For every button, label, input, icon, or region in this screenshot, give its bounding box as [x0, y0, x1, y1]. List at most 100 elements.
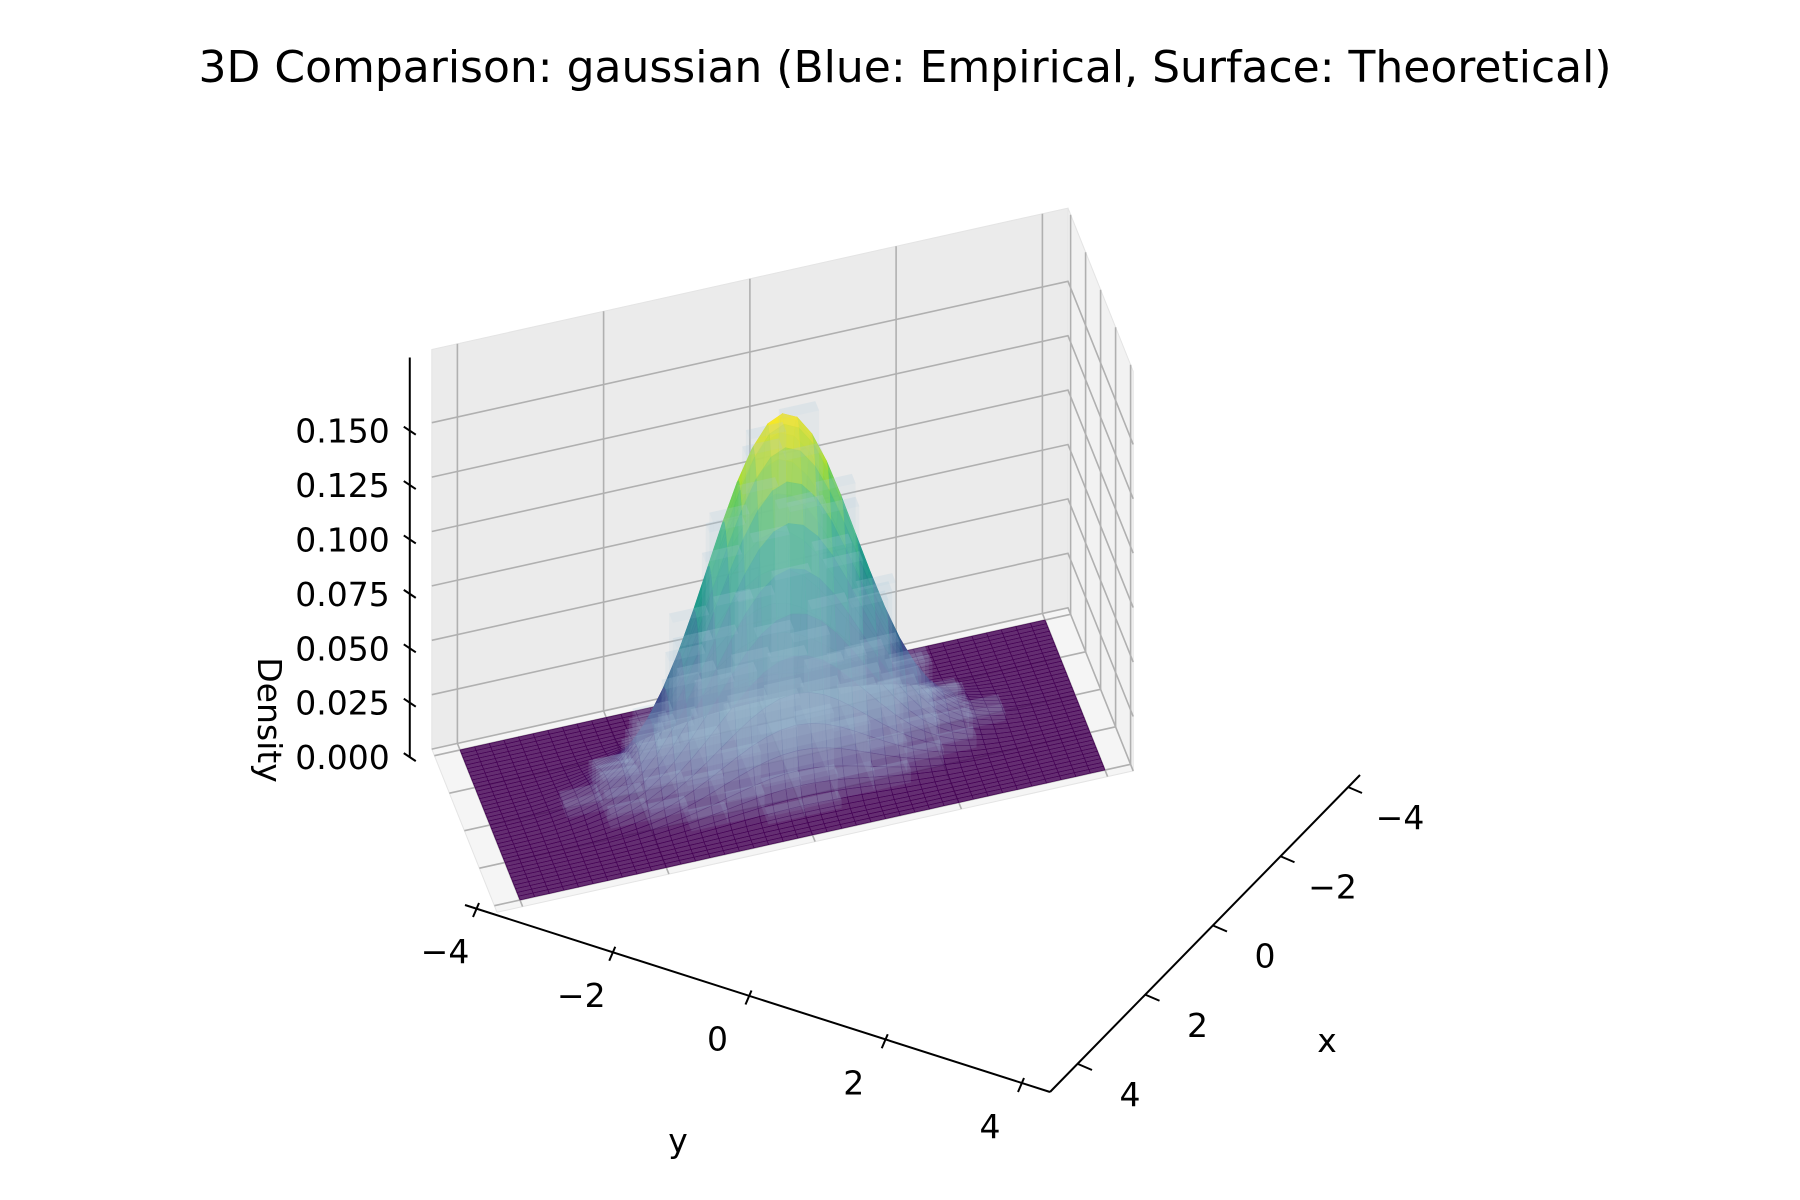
- empirical-bar: [566, 802, 604, 819]
- empirical-bar: [925, 689, 929, 728]
- empirical-bar: [665, 652, 670, 775]
- empirical-bar: [826, 560, 864, 771]
- empirical-bar: [727, 705, 764, 722]
- empirical-bar: [822, 551, 864, 569]
- empirical-bar: [716, 597, 754, 795]
- empirical-bar: [801, 790, 842, 809]
- empirical-bar: [727, 695, 731, 731]
- z-tick-label: 0.075: [295, 575, 389, 614]
- empirical-bar: [767, 686, 805, 723]
- empirical-bar: [610, 807, 648, 829]
- empirical-bar: [698, 681, 735, 749]
- empirical-bar: [763, 685, 768, 723]
- empirical-bar: [676, 639, 714, 794]
- empirical-bar: [965, 711, 970, 729]
- empirical-bar: [797, 712, 835, 798]
- empirical-bar: [672, 638, 677, 794]
- empirical-bar: [745, 447, 783, 769]
- x-axis-line: [1049, 774, 1361, 1093]
- empirical-bar: [698, 624, 739, 642]
- empirical-bar: [661, 715, 699, 757]
- empirical-bar: [874, 769, 911, 791]
- empirical-bar: [859, 632, 900, 650]
- empirical-bar: [709, 512, 714, 786]
- empirical-bar: [757, 629, 794, 797]
- z-tick: [403, 697, 417, 708]
- empirical-bar: [928, 694, 970, 712]
- empirical-bar: [851, 599, 889, 735]
- empirical-bar: [694, 710, 731, 739]
- y-tick: [608, 946, 617, 962]
- empirical-bar: [723, 703, 728, 722]
- empirical-bar: [628, 710, 670, 728]
- empirical-bar: [595, 766, 600, 801]
- empirical-bar: [888, 660, 925, 727]
- empirical-bar: [830, 714, 871, 732]
- empirical-bar: [819, 505, 823, 762]
- chart-title: 3D Comparison: gaussian (Blue: Empirical…: [198, 42, 1611, 93]
- empirical-bar: [928, 691, 966, 728]
- empirical-bar: [786, 502, 790, 779]
- y-axis-line: [464, 904, 1051, 1093]
- empirical-bar: [830, 722, 835, 790]
- empirical-bar: [763, 677, 805, 695]
- empirical-bar: [588, 760, 593, 782]
- empirical-bar: [599, 764, 640, 782]
- empirical-bar: [932, 714, 937, 747]
- empirical-bar: [730, 697, 768, 731]
- empirical-bar: [797, 764, 838, 782]
- empirical-bar: [753, 619, 794, 638]
- empirical-bar: [870, 759, 911, 778]
- empirical-bar: [654, 716, 695, 734]
- empirical-bar: [727, 687, 768, 706]
- empirical-bar: [607, 797, 648, 816]
- empirical-bar: [892, 662, 896, 745]
- empirical-bar: [899, 690, 937, 755]
- empirical-bar: [805, 800, 842, 817]
- empirical-bar: [680, 733, 685, 813]
- empirical-bar: [738, 594, 775, 750]
- empirical-bar: [651, 805, 688, 830]
- empirical-bar: [793, 703, 835, 721]
- empirical-bar: [903, 747, 908, 774]
- empirical-bar: [811, 541, 816, 743]
- empirical-bar: [840, 662, 881, 680]
- x-tick: [1145, 993, 1160, 1002]
- z-tick: [403, 589, 417, 599]
- empirical-bar: [793, 711, 798, 798]
- empirical-bar: [563, 792, 604, 811]
- empirical-bar: [932, 703, 970, 737]
- empirical-bar: [764, 799, 805, 817]
- empirical-bar: [855, 590, 893, 744]
- z-tick: [403, 534, 417, 545]
- empirical-bar: [592, 751, 633, 770]
- empirical-bar: [720, 671, 758, 805]
- z-tick-label: 0.025: [295, 684, 389, 723]
- empirical-bar: [643, 778, 648, 821]
- empirical-bar: [705, 554, 743, 767]
- empirical-bar: [713, 513, 750, 786]
- x-tick-label: −2: [1308, 867, 1357, 906]
- empirical-bar: [863, 677, 904, 695]
- empirical-bar: [895, 688, 900, 755]
- x-axis-label: x: [1317, 1021, 1337, 1060]
- empirical-bar: [822, 506, 860, 762]
- empirical-bar: [932, 706, 973, 725]
- empirical-bar: [921, 687, 958, 709]
- empirical-bar: [859, 582, 896, 754]
- empirical-bar: [888, 654, 893, 736]
- empirical-bar: [669, 605, 710, 623]
- empirical-bar: [877, 681, 881, 708]
- empirical-bar: [800, 675, 841, 693]
- empirical-bar: [790, 504, 827, 779]
- empirical-bar: [760, 696, 764, 714]
- empirical-bar: [595, 761, 633, 792]
- empirical-bar: [921, 689, 925, 719]
- empirical-bar: [687, 777, 725, 822]
- empirical-bar: [936, 716, 973, 747]
- empirical-bar: [775, 572, 812, 742]
- empirical-bar: [848, 648, 885, 725]
- empirical-bar: [834, 768, 838, 799]
- empirical-bar: [903, 721, 940, 764]
